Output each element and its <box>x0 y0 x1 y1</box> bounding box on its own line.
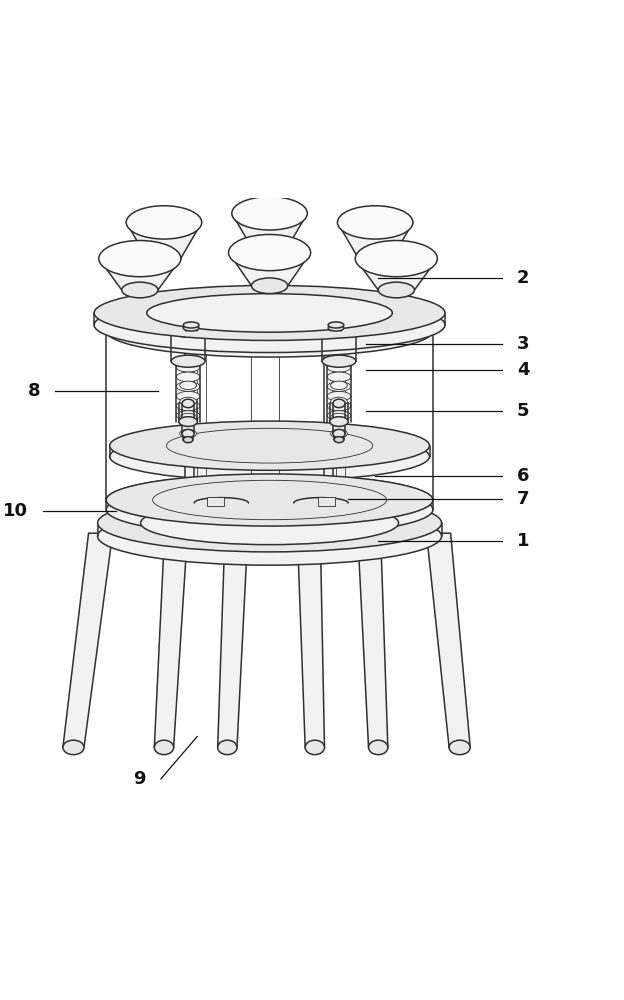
Text: 4: 4 <box>517 361 530 379</box>
Polygon shape <box>228 253 311 286</box>
Ellipse shape <box>378 282 414 298</box>
Polygon shape <box>207 497 224 506</box>
Ellipse shape <box>106 474 433 526</box>
Text: 6: 6 <box>517 467 530 485</box>
Polygon shape <box>358 533 388 747</box>
Ellipse shape <box>180 397 197 406</box>
Ellipse shape <box>183 437 193 443</box>
Ellipse shape <box>179 417 197 426</box>
Ellipse shape <box>329 417 348 426</box>
Ellipse shape <box>94 297 445 353</box>
Ellipse shape <box>327 401 351 411</box>
Ellipse shape <box>126 206 202 239</box>
Ellipse shape <box>449 740 470 755</box>
Text: 9: 9 <box>134 770 146 788</box>
Ellipse shape <box>218 740 237 755</box>
Ellipse shape <box>182 429 194 438</box>
Ellipse shape <box>177 391 200 401</box>
Polygon shape <box>232 213 308 250</box>
Ellipse shape <box>97 507 442 565</box>
Text: 8: 8 <box>27 382 41 400</box>
Ellipse shape <box>182 309 194 317</box>
Ellipse shape <box>355 241 437 277</box>
Ellipse shape <box>106 305 433 357</box>
Ellipse shape <box>183 322 199 328</box>
Ellipse shape <box>327 372 351 382</box>
Ellipse shape <box>327 411 351 420</box>
Polygon shape <box>63 533 113 747</box>
Ellipse shape <box>328 322 344 328</box>
Ellipse shape <box>140 501 399 545</box>
Ellipse shape <box>177 411 200 420</box>
Ellipse shape <box>331 413 348 422</box>
Ellipse shape <box>251 278 288 294</box>
Ellipse shape <box>183 325 199 331</box>
Polygon shape <box>218 533 248 747</box>
Ellipse shape <box>182 399 194 408</box>
Ellipse shape <box>63 740 84 755</box>
Ellipse shape <box>333 399 345 408</box>
Text: 1: 1 <box>517 532 530 550</box>
Ellipse shape <box>327 391 351 401</box>
Ellipse shape <box>228 234 311 271</box>
Ellipse shape <box>177 372 200 382</box>
Ellipse shape <box>333 327 345 335</box>
Text: 7: 7 <box>517 490 530 508</box>
Ellipse shape <box>177 401 200 411</box>
Ellipse shape <box>327 382 351 391</box>
Ellipse shape <box>97 494 442 552</box>
Ellipse shape <box>106 484 433 536</box>
Text: 3: 3 <box>517 335 530 353</box>
Ellipse shape <box>177 382 200 391</box>
Ellipse shape <box>305 740 324 755</box>
Ellipse shape <box>171 325 205 337</box>
Polygon shape <box>426 533 470 747</box>
Ellipse shape <box>180 429 197 438</box>
Ellipse shape <box>333 429 345 438</box>
Text: 10: 10 <box>3 502 28 520</box>
Ellipse shape <box>338 206 413 239</box>
Ellipse shape <box>99 241 181 277</box>
Ellipse shape <box>322 325 356 337</box>
Polygon shape <box>298 533 324 747</box>
Text: 5: 5 <box>517 402 530 420</box>
Ellipse shape <box>147 251 180 266</box>
Ellipse shape <box>328 325 344 331</box>
Ellipse shape <box>359 251 392 266</box>
Ellipse shape <box>147 294 392 332</box>
Ellipse shape <box>331 429 348 438</box>
Ellipse shape <box>327 362 351 372</box>
Polygon shape <box>355 259 437 290</box>
Ellipse shape <box>232 197 308 230</box>
Text: 2: 2 <box>517 269 530 287</box>
Ellipse shape <box>322 355 356 367</box>
Ellipse shape <box>180 381 197 390</box>
Polygon shape <box>338 222 413 259</box>
Ellipse shape <box>369 740 388 755</box>
Polygon shape <box>126 222 202 259</box>
Ellipse shape <box>122 282 158 298</box>
Polygon shape <box>154 533 187 747</box>
Polygon shape <box>99 259 181 290</box>
Ellipse shape <box>177 362 200 372</box>
Ellipse shape <box>331 381 348 390</box>
Ellipse shape <box>334 437 344 443</box>
Ellipse shape <box>180 413 197 422</box>
Ellipse shape <box>154 740 173 755</box>
Ellipse shape <box>110 432 429 481</box>
Ellipse shape <box>94 285 445 340</box>
Ellipse shape <box>333 309 345 317</box>
Ellipse shape <box>253 242 286 257</box>
Ellipse shape <box>182 327 194 335</box>
Polygon shape <box>318 497 335 506</box>
Ellipse shape <box>331 397 348 406</box>
Ellipse shape <box>110 421 429 470</box>
Ellipse shape <box>171 355 205 367</box>
